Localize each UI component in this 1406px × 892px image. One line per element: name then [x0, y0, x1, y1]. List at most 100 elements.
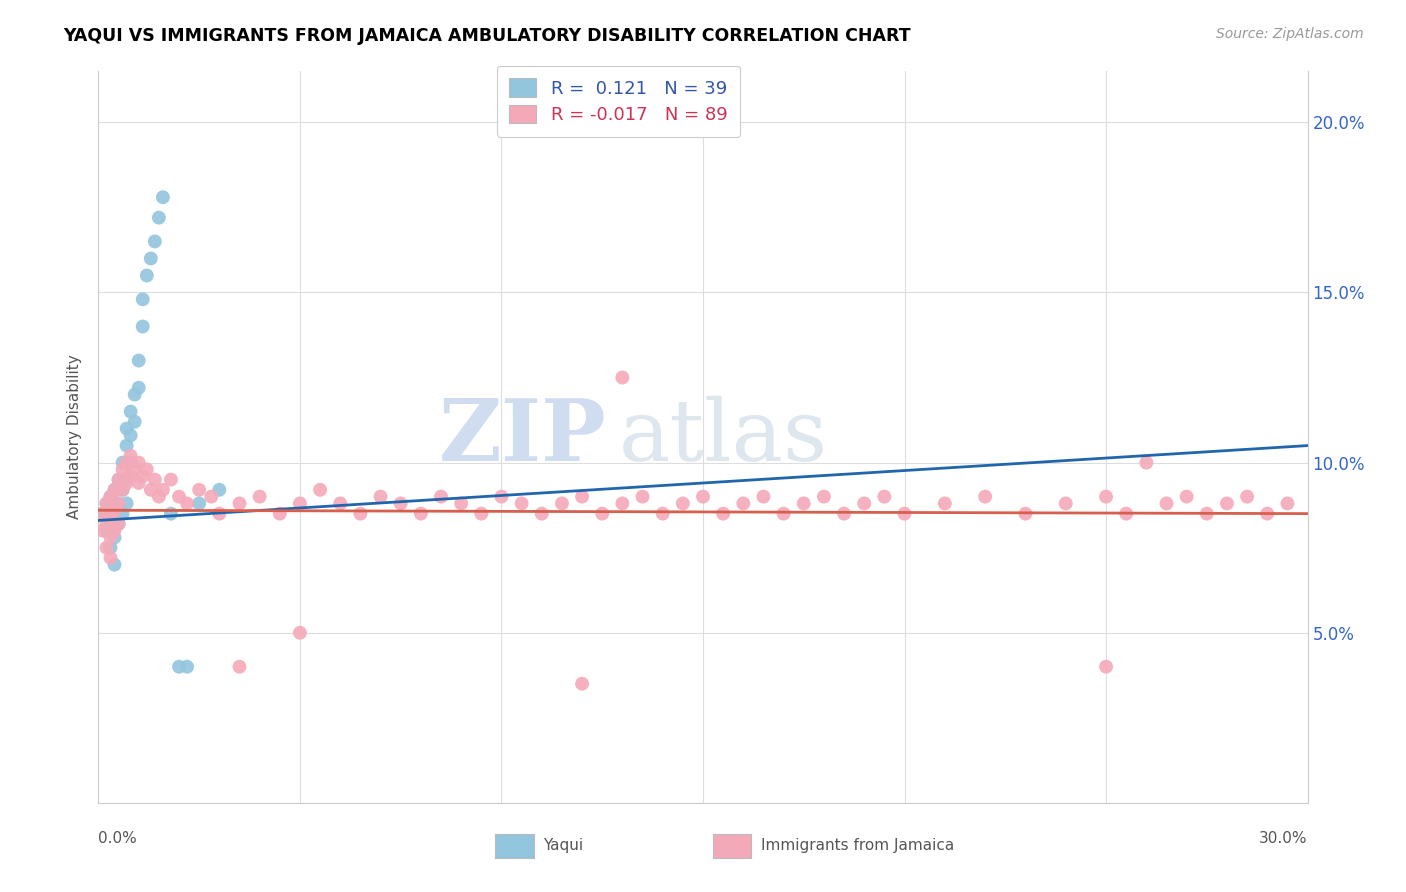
Point	[124, 462, 146, 476]
Point	[651, 507, 673, 521]
Point	[591, 507, 613, 521]
Point	[143, 235, 166, 249]
Point	[111, 456, 134, 470]
Point	[288, 496, 311, 510]
Point	[228, 659, 250, 673]
Point	[148, 211, 170, 225]
Point	[1095, 490, 1118, 504]
Point	[115, 496, 138, 510]
Point	[135, 462, 157, 476]
Point	[107, 473, 129, 487]
Point	[893, 507, 915, 521]
Text: atlas: atlas	[619, 395, 828, 479]
Point	[813, 490, 835, 504]
Point	[107, 473, 129, 487]
Point	[491, 490, 513, 504]
Point	[115, 439, 138, 453]
Point	[208, 483, 231, 497]
Point	[100, 513, 122, 527]
Text: Yaqui: Yaqui	[543, 838, 583, 853]
Point	[288, 625, 311, 640]
Point	[1095, 659, 1118, 673]
Point	[135, 268, 157, 283]
Point	[1256, 507, 1278, 521]
Point	[100, 490, 122, 504]
Point	[329, 496, 352, 510]
Point	[120, 428, 142, 442]
Point	[612, 496, 634, 510]
Point	[1195, 507, 1218, 521]
Point	[1216, 496, 1239, 510]
Point	[124, 387, 146, 401]
Point	[111, 483, 134, 497]
Point	[111, 507, 134, 521]
Point	[91, 524, 114, 538]
Point	[128, 456, 150, 470]
Point	[450, 496, 472, 510]
Point	[120, 469, 142, 483]
Point	[96, 541, 118, 555]
Text: Immigrants from Jamaica: Immigrants from Jamaica	[761, 838, 955, 853]
Point	[249, 490, 271, 504]
Point	[551, 496, 574, 510]
Point	[188, 496, 211, 510]
Point	[107, 496, 129, 510]
Point	[1277, 496, 1299, 510]
Point	[115, 473, 138, 487]
Point	[103, 503, 125, 517]
Point	[733, 496, 755, 510]
Point	[100, 510, 122, 524]
Point	[139, 483, 162, 497]
Point	[96, 496, 118, 510]
Point	[103, 503, 125, 517]
Point	[349, 507, 371, 521]
Point	[132, 293, 155, 307]
Point	[793, 496, 815, 510]
Point	[692, 490, 714, 504]
Point	[111, 462, 134, 476]
Point	[389, 496, 412, 510]
Point	[152, 483, 174, 497]
Point	[103, 558, 125, 572]
Point	[309, 483, 332, 497]
Point	[107, 516, 129, 531]
Point	[772, 507, 794, 521]
Point	[107, 496, 129, 510]
Point	[100, 550, 122, 565]
Point	[115, 421, 138, 435]
Point	[160, 507, 183, 521]
Point	[208, 507, 231, 521]
Point	[711, 507, 734, 521]
Point	[1236, 490, 1258, 504]
Point	[176, 659, 198, 673]
Point	[1115, 507, 1137, 521]
Legend: R =  0.121   N = 39, R = -0.017   N = 89: R = 0.121 N = 39, R = -0.017 N = 89	[496, 66, 740, 137]
Point	[100, 490, 122, 504]
Text: YAQUI VS IMMIGRANTS FROM JAMAICA AMBULATORY DISABILITY CORRELATION CHART: YAQUI VS IMMIGRANTS FROM JAMAICA AMBULAT…	[63, 27, 911, 45]
Point	[103, 531, 125, 545]
Point	[111, 483, 134, 497]
Point	[176, 496, 198, 510]
Point	[115, 475, 138, 490]
Point	[100, 531, 122, 545]
Point	[103, 483, 125, 497]
Point	[96, 496, 118, 510]
Point	[128, 381, 150, 395]
Point	[853, 496, 876, 510]
Point	[143, 473, 166, 487]
Point	[1156, 496, 1178, 510]
Point	[430, 490, 453, 504]
Point	[672, 496, 695, 510]
Point	[188, 483, 211, 497]
Point	[612, 370, 634, 384]
Text: ZIP: ZIP	[439, 395, 606, 479]
Point	[132, 319, 155, 334]
Point	[115, 456, 138, 470]
Point	[873, 490, 896, 504]
Point	[91, 507, 114, 521]
Point	[1054, 496, 1077, 510]
Point	[128, 475, 150, 490]
Point	[148, 490, 170, 504]
Point	[409, 507, 432, 521]
Text: 0.0%: 0.0%	[98, 831, 138, 846]
